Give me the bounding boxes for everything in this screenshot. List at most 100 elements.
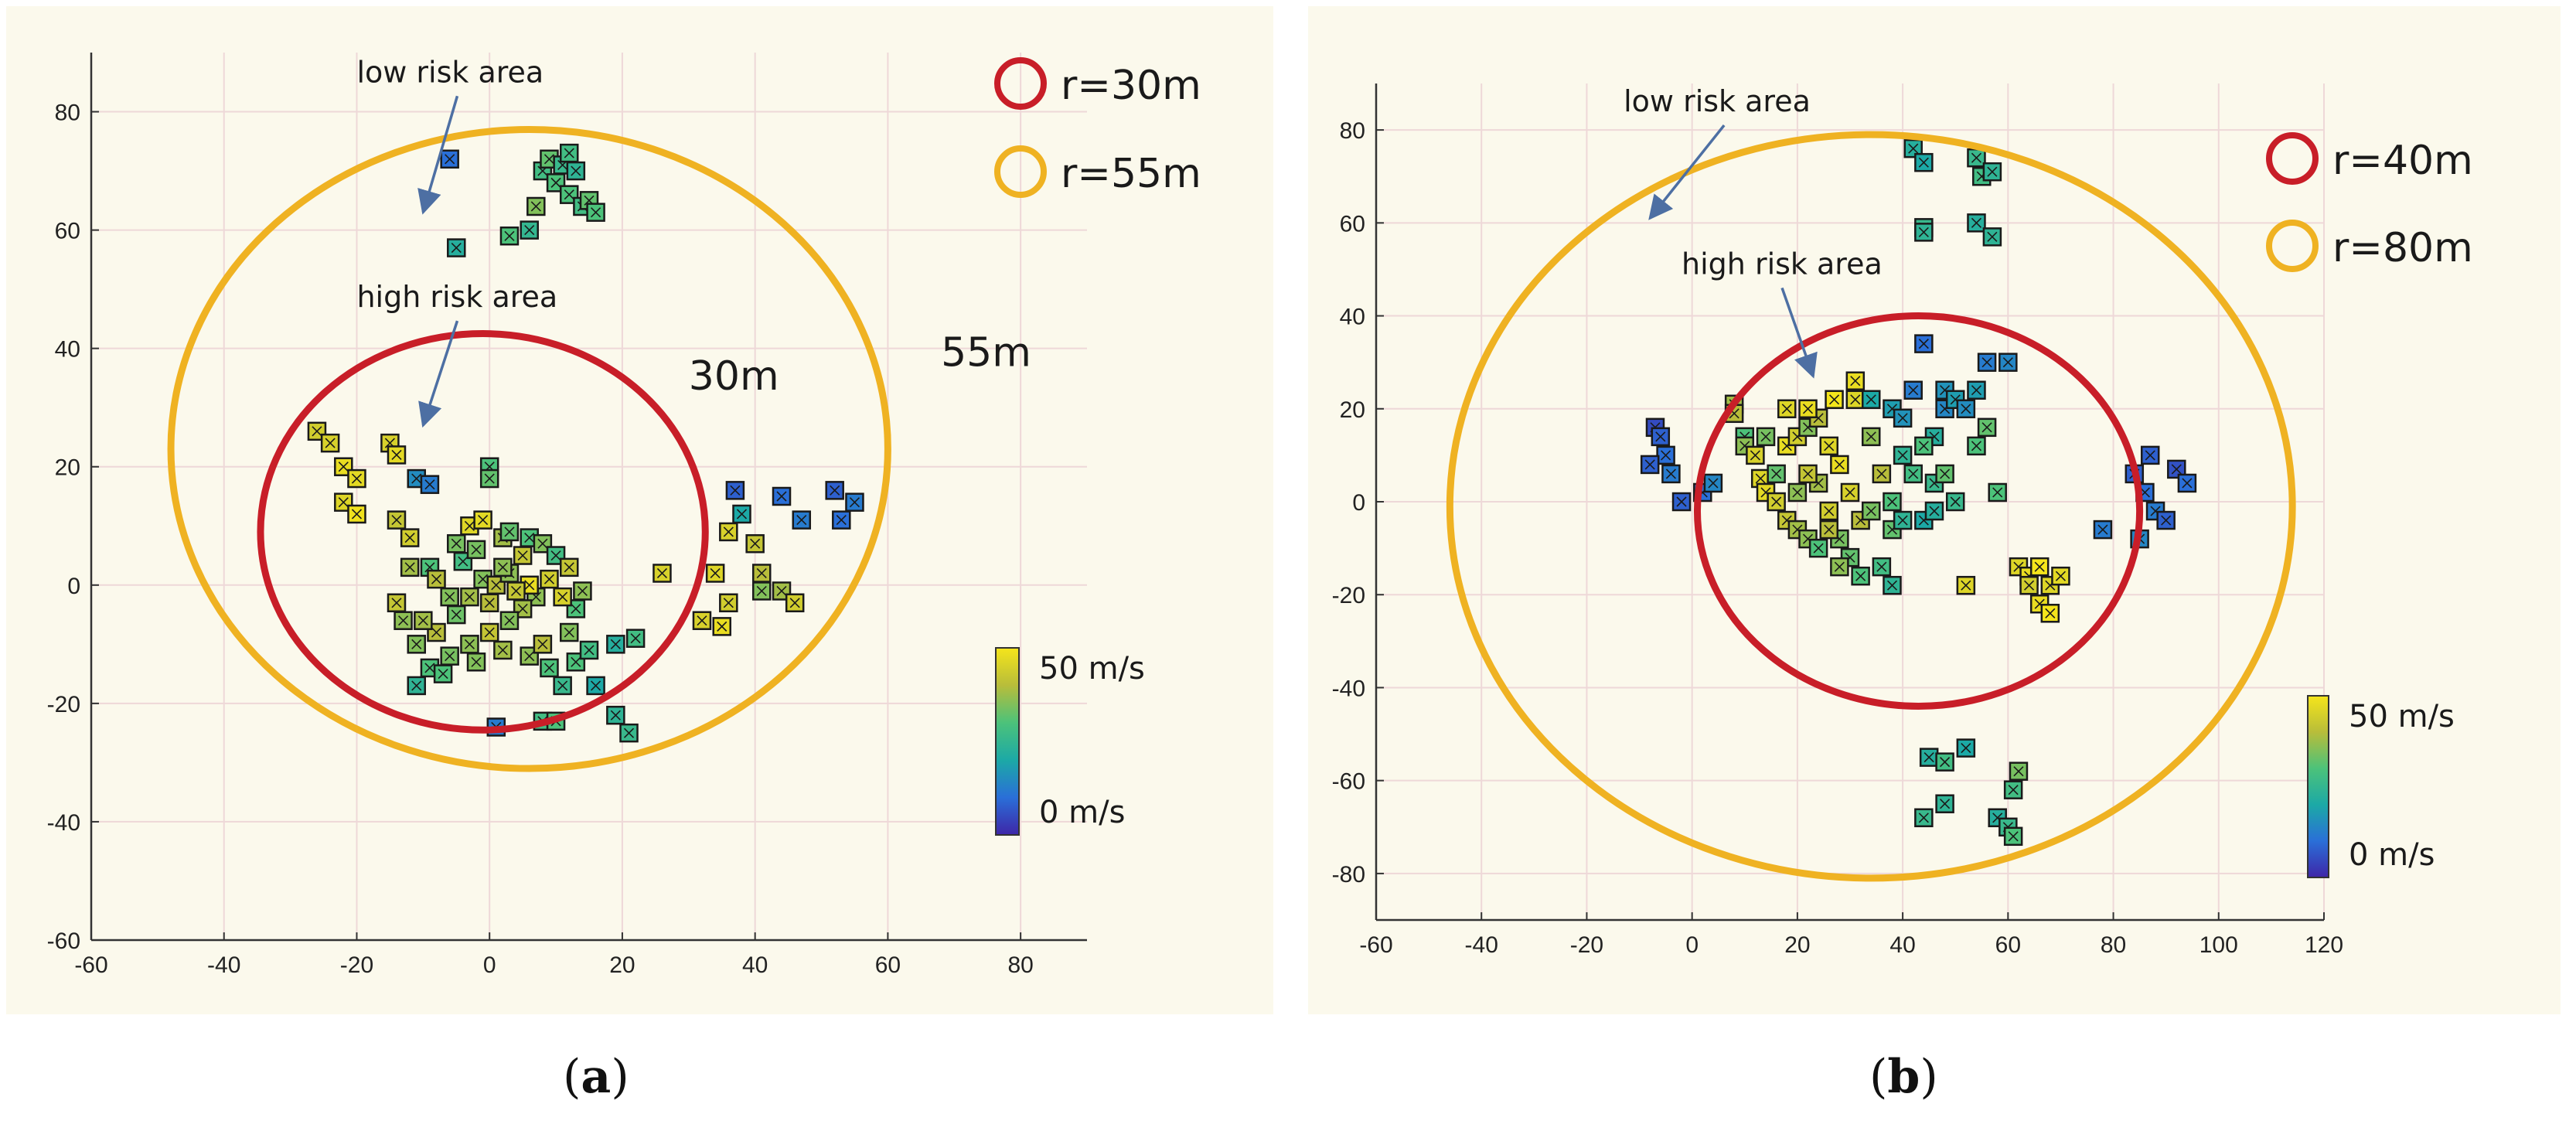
x-tick-label: -60	[1359, 932, 1392, 958]
scatter-point-mark	[623, 727, 635, 738]
scatter-point-mark	[1655, 431, 1666, 442]
scatter-point	[1982, 162, 2002, 182]
y-tick-label: 0	[1352, 490, 1365, 516]
scatter-point	[559, 557, 579, 578]
scatter-point-mark	[504, 230, 515, 241]
y-tick-label: 40	[55, 337, 80, 363]
scatter-point	[447, 605, 466, 625]
scatter-point-mark	[1866, 394, 1876, 405]
scatter-point-mark	[1918, 157, 1929, 168]
scatter-point	[440, 149, 459, 169]
x-tick-label: -20	[340, 952, 373, 978]
scatter-point	[1819, 501, 1839, 521]
scatter-point-mark	[445, 591, 455, 602]
scatter-point-mark	[1886, 496, 1898, 507]
low-risk-circle	[167, 125, 891, 772]
scatter-point-mark	[391, 515, 402, 526]
scatter-point-mark	[543, 574, 555, 584]
scatter-point	[606, 705, 625, 725]
scatter-point-mark	[557, 591, 568, 602]
scatter-point	[433, 664, 453, 683]
scatter-point-mark	[1971, 217, 1982, 228]
scatter-point	[460, 587, 479, 607]
scatter-point-mark	[796, 515, 807, 526]
scatter-point	[387, 510, 407, 530]
colorbar	[995, 647, 1020, 836]
annotation-arrow	[1648, 124, 1726, 220]
annotation-text: 55m	[941, 330, 1031, 376]
scatter-point-mark	[391, 449, 402, 460]
scatter-point-mark	[325, 438, 336, 448]
scatter-point-mark	[424, 663, 435, 673]
scatter-point-mark	[530, 201, 541, 212]
scatter-point	[1656, 445, 1675, 465]
x-tick-label: 40	[1889, 932, 1915, 958]
scatter-point	[1851, 566, 1870, 586]
colorbar-bottom-label: 0 m/s	[2349, 837, 2435, 873]
scatter-point-mark	[1961, 580, 1971, 591]
scatter-point	[460, 635, 479, 654]
scatter-point-mark	[1802, 404, 1814, 414]
scatter-point	[732, 504, 751, 524]
scatter-point	[1808, 538, 1828, 558]
annotation-arrow	[1780, 287, 1818, 379]
scatter-point	[2019, 575, 2039, 595]
scatter-point-mark	[1829, 394, 1840, 405]
scatter-point-mark	[723, 598, 734, 608]
annotation-text: low risk area	[356, 55, 543, 89]
scatter-point	[573, 581, 592, 601]
scatter-point	[692, 611, 712, 630]
scatter-point	[1977, 417, 1997, 438]
colorbar-top-label: 50 m/s	[2349, 699, 2455, 734]
scatter-point	[2040, 604, 2060, 623]
scatter-point-mark	[1918, 813, 1929, 823]
scatter-point-mark	[564, 148, 574, 158]
scatter-point-mark	[1824, 524, 1835, 535]
scatter-point	[2003, 826, 2023, 847]
x-tick-label: 120	[2305, 932, 2343, 958]
scatter-point	[1914, 223, 1934, 242]
scatter-point-mark	[1918, 441, 1929, 451]
y-tick-label: 20	[1340, 397, 1365, 423]
scatter-point	[347, 468, 366, 489]
scatter-point-mark	[756, 585, 767, 597]
annotation-text: low risk area	[1624, 84, 1811, 118]
scatter-point	[1903, 380, 1923, 400]
scatter-point-mark	[524, 580, 535, 591]
scatter-point-mark	[1961, 743, 1971, 754]
scatter-point	[1861, 501, 1881, 521]
scatter-point-mark	[1981, 422, 1992, 433]
scatter-point-mark	[1850, 394, 1861, 405]
scatter-point	[1798, 464, 1818, 484]
scatter-point-mark	[2097, 524, 2108, 535]
scatter-point	[2167, 459, 2186, 479]
scatter-points	[307, 143, 864, 743]
scatter-point-mark	[591, 207, 601, 218]
scatter-point-mark	[550, 550, 561, 561]
scatter-point-mark	[411, 639, 422, 649]
scatter-point	[553, 676, 572, 696]
scatter-point	[1967, 380, 1986, 400]
y-tick-label: -60	[47, 928, 80, 954]
scatter-point	[1640, 455, 1660, 475]
scatter-point-mark	[458, 556, 469, 567]
scatter-point	[1746, 445, 1765, 465]
scatter-point	[1935, 464, 1954, 484]
scatter-point-mark	[550, 177, 561, 188]
scatter-point	[1819, 436, 1839, 456]
scatter-point-mark	[1708, 478, 1719, 489]
panel-b: -60 -40 -20 0 20 40 60 80 100 120 -80 -60 -40 -20 0 20 4…	[1308, 6, 2561, 1014]
scatter-point-mark	[1845, 487, 1855, 498]
scatter-point	[1967, 148, 1986, 168]
scatter-point-mark	[1824, 441, 1835, 451]
scatter-point-mark	[557, 680, 568, 691]
scatter-point	[2051, 566, 2070, 586]
scatter-point-mark	[478, 515, 489, 526]
scatter-point-mark	[491, 580, 502, 591]
scatter-point-mark	[497, 645, 508, 656]
scatter-point-mark	[1855, 571, 1866, 581]
scatter-point-mark	[1918, 339, 1929, 349]
scatter-point	[832, 510, 851, 530]
scatter-point	[407, 676, 426, 696]
